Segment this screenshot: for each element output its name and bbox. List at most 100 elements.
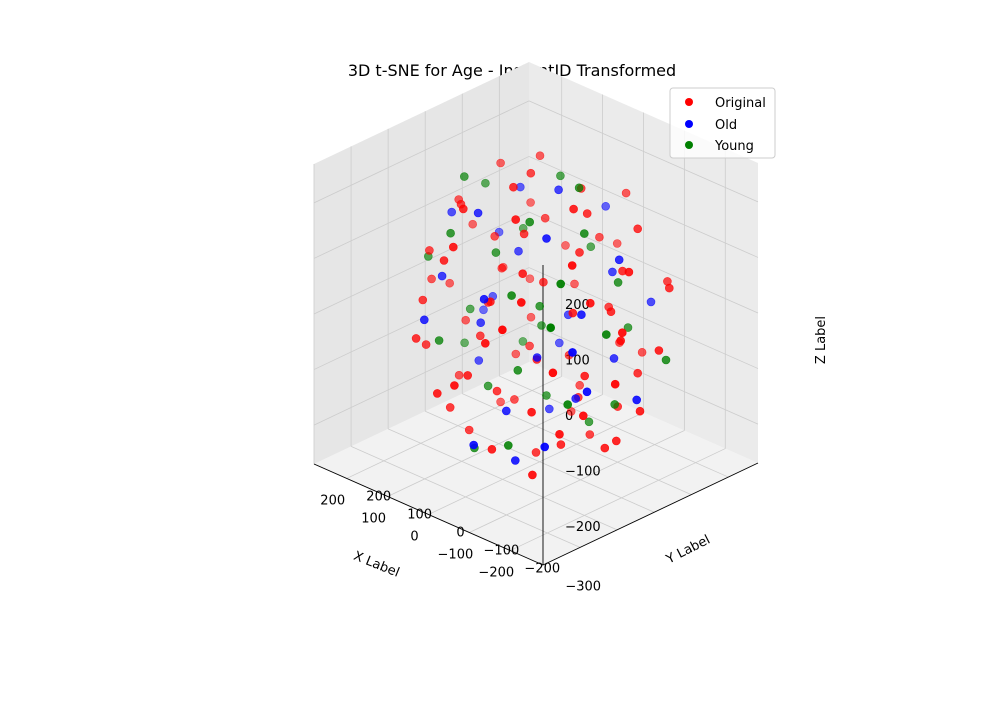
point-original [418, 295, 428, 305]
grid-line-y-floor [462, 393, 692, 496]
grid-line-y-floor [425, 410, 655, 513]
point-young [503, 441, 513, 450]
y-tick-label: −200 [524, 562, 560, 577]
point-old [544, 404, 554, 414]
point-young [556, 171, 565, 181]
point-old [532, 353, 542, 362]
point-original [556, 440, 566, 449]
grid-line-z-right [313, 100, 530, 204]
point-original [567, 261, 577, 270]
point-young [623, 323, 633, 332]
point-original [509, 182, 518, 192]
tick-labels: 200 100 0 −100 −200 200 100 0 −100 −200 −300 −200 −1… [320, 298, 601, 595]
grid-line-x-floor [387, 394, 603, 497]
point-old [582, 387, 592, 397]
point-original [511, 349, 521, 359]
point-old [474, 356, 484, 365]
point-old [479, 294, 489, 304]
point-original [411, 334, 421, 343]
point-original [454, 370, 464, 380]
point-original [458, 204, 468, 214]
y-tick-label: −100 [484, 544, 520, 559]
point-original [525, 341, 534, 351]
scatter-points [411, 151, 674, 480]
grid-line-x-floor [469, 430, 685, 533]
x-tick-label: 200 [320, 493, 345, 508]
point-original [635, 406, 645, 416]
point-original [611, 436, 621, 446]
grid-line-y-floor [499, 375, 729, 478]
point-young [546, 323, 556, 333]
point-original [566, 407, 576, 416]
y-tick-label: 100 [407, 507, 432, 522]
point-old [568, 348, 577, 357]
point-original [496, 397, 505, 407]
grid-line-z-left [528, 156, 759, 258]
point-original [531, 448, 541, 457]
point-young [574, 183, 584, 193]
point-original [498, 325, 507, 335]
point-original [664, 283, 674, 293]
y-tick-label: 0 [456, 526, 464, 541]
point-original [578, 411, 588, 421]
point-old [571, 394, 581, 403]
point-old [601, 202, 611, 211]
point-original [527, 407, 536, 417]
point-original [585, 298, 595, 308]
point-young [613, 278, 623, 287]
x-axis-label: X Label [351, 549, 401, 581]
point-original [528, 470, 537, 480]
z-axis-label: Z Label [814, 316, 829, 364]
point-young [586, 242, 596, 251]
point-original [425, 246, 434, 255]
x-tick-label: 0 [410, 530, 418, 545]
grid-line-z-left [528, 322, 759, 425]
point-young [542, 391, 551, 400]
y-tick-label: −300 [565, 580, 601, 595]
point-original [600, 443, 610, 453]
point-original [497, 263, 507, 273]
point-original [654, 346, 664, 355]
point-original [525, 274, 535, 284]
point-original [555, 429, 564, 439]
point-young [556, 279, 566, 289]
point-young [491, 248, 501, 257]
point-old [510, 456, 520, 465]
point-young [481, 178, 490, 188]
point-original [421, 340, 431, 349]
point-young [459, 172, 469, 181]
point-original [445, 278, 455, 288]
point-original [464, 425, 474, 435]
point-old [447, 207, 457, 217]
point-old [646, 297, 656, 307]
point-original [617, 328, 627, 338]
y-axis-line [542, 462, 759, 566]
point-original [526, 198, 535, 207]
point-old [479, 305, 488, 315]
point-original [575, 380, 585, 390]
x-tick-label: −100 [438, 548, 474, 563]
point-original [526, 168, 536, 178]
point-old [476, 318, 486, 328]
point-original [487, 444, 497, 454]
point-old [419, 315, 429, 325]
grid-line-y-floor [350, 446, 581, 548]
point-original [633, 224, 643, 234]
point-old [542, 234, 551, 243]
legend-label-original: Original [715, 96, 766, 111]
point-original [448, 242, 458, 252]
point-young [465, 304, 475, 314]
point-young [460, 338, 469, 348]
point-original [539, 277, 548, 287]
grid-line-z-left [528, 211, 759, 314]
x-tick-label: −200 [478, 566, 514, 581]
point-young [507, 291, 516, 300]
point-original [585, 430, 595, 439]
point-original [561, 241, 570, 250]
point-young [483, 381, 493, 391]
legend-marker-young [685, 141, 693, 149]
point-old [437, 271, 447, 281]
grid-line-z-left [528, 267, 759, 369]
